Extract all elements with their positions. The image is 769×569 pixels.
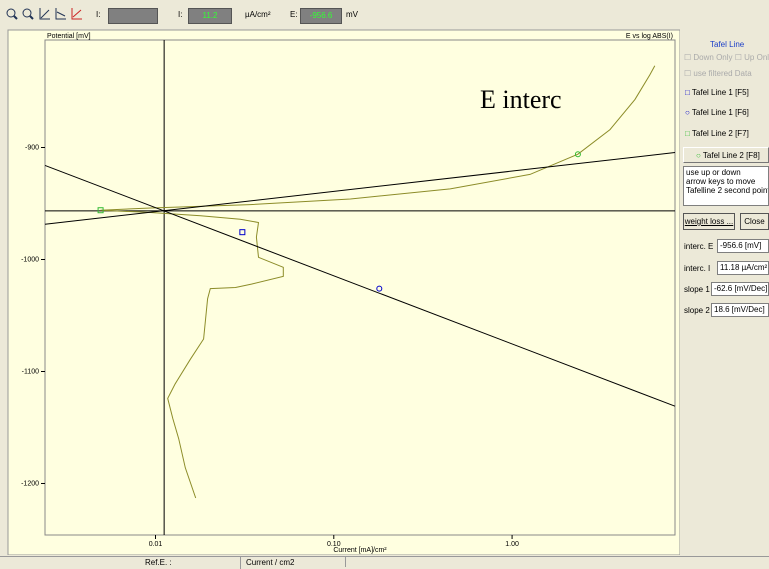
zoom-in[interactable] [6, 8, 18, 20]
zoom-out[interactable] [22, 8, 34, 20]
tool-1[interactable] [39, 8, 50, 20]
tool-3[interactable] [71, 8, 82, 20]
chart: Potential [mV] E vs log ABS(I) Current [mA… [7, 29, 680, 555]
data-curve [100, 65, 656, 499]
unit: µA/cm² [245, 10, 271, 19]
checkbox-label: Up Only [744, 53, 769, 62]
label: E: [290, 10, 298, 19]
status-bar [0, 556, 769, 568]
radio-item-selected[interactable]: ○ Tafel Line 2 [F8] [683, 147, 769, 163]
x-tick-label: 0.01 [149, 541, 163, 548]
radio-item[interactable]: ○ Tafel Line 1 [F6] [685, 108, 749, 117]
tafel-line [44, 164, 676, 407]
field-label: interc. I [684, 264, 711, 273]
panel-title: Tafel Line [710, 40, 745, 49]
item-label: Tafel Line 1 [F5] [691, 88, 749, 97]
hint-line: arrow keys to move [686, 177, 756, 186]
tool-2[interactable] [55, 8, 66, 20]
status-text: Ref.E. : [145, 558, 172, 567]
tafel-marker [376, 285, 383, 292]
label: I: [178, 10, 183, 19]
chart-title: E vs log ABS(I) [626, 33, 673, 40]
status-divider [345, 556, 346, 567]
readout: 11.2 [188, 8, 232, 24]
tafel-marker [574, 151, 581, 158]
field-value: -956.6 [mV] [717, 239, 769, 253]
label: I: [96, 10, 101, 19]
plot-area [44, 39, 676, 536]
y-axis-label: Potential [mV] [47, 33, 91, 40]
field-value: 18.6 [mV/Dec] [711, 303, 769, 317]
hint-line: use up or down [686, 168, 741, 177]
checkbox[interactable]: ☐ use filtered Data [684, 69, 752, 78]
y-tick-label: -1200 [21, 480, 39, 487]
readout [108, 8, 158, 24]
readout: -956.6 [300, 8, 342, 24]
x-axis-label: Current [mA]/cm² [333, 547, 387, 554]
tafel-marker [97, 207, 104, 214]
toolbar-icons [6, 8, 82, 20]
button[interactable]: Close [740, 213, 769, 230]
checkbox[interactable]: ☐ Down Only ☐ Up Only [684, 53, 769, 62]
checkbox-label: use filtered Data [693, 69, 752, 78]
hint-box: use up or down arrow keys to move Tafell… [683, 166, 769, 206]
y-tick-label: -900 [25, 144, 39, 151]
annotation: E interc [480, 85, 562, 114]
item-label: Tafel Line 1 [F6] [691, 108, 749, 117]
field-value: 11.18 µA/cm² [717, 261, 769, 275]
tafel-marker [239, 229, 246, 236]
field-value: -62.6 [mV/Dec] [711, 282, 769, 296]
status-text: Current / cm2 [240, 556, 294, 569]
x-tick-label: 1.00 [505, 541, 519, 548]
item-label: Tafel Line 2 [F7] [691, 129, 749, 138]
field-label: slope 2 [684, 306, 710, 315]
hint-line: Tafelline 2 second point [686, 186, 769, 195]
y-tick-label: -1100 [22, 368, 39, 375]
item-label: Tafel Line 2 [F8] [702, 151, 760, 160]
checkbox-label: Down Only [693, 53, 733, 62]
unit: mV [346, 10, 358, 19]
radio-item[interactable]: □ Tafel Line 1 [F5] [685, 88, 749, 97]
radio-item[interactable]: □ Tafel Line 2 [F7] [685, 129, 749, 138]
button[interactable]: weight loss ... [683, 213, 735, 230]
tafel-line [44, 152, 676, 225]
field-label: interc. E [684, 242, 714, 251]
x-tick-label: 0.10 [327, 541, 341, 548]
y-tick-label: -1000 [21, 256, 39, 263]
field-label: slope 1 [684, 285, 710, 294]
